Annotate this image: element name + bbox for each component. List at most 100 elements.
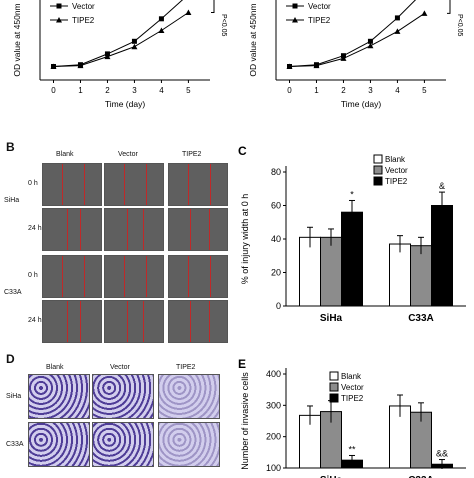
cell-line-label: C33A — [4, 289, 22, 296]
column-label: Vector — [110, 364, 130, 371]
panel-letter: E — [238, 357, 246, 371]
bar-blank — [299, 236, 321, 307]
data-point-triangle — [421, 10, 428, 16]
scratch-wound-image — [42, 255, 102, 298]
wound-bar-chart: C 0 20 40 60 80 % of injury width at 0 h * SiHa &… — [238, 144, 466, 324]
scratch-wound-image — [104, 300, 164, 343]
panel-letter: C — [238, 144, 247, 158]
legend-label: Vector — [308, 2, 331, 11]
growth-curve-panel: 0 1 2 3 4 5 Time (day) OD value at 450nm Vector T… — [12, 0, 463, 109]
wound-edge-line — [124, 164, 125, 205]
wound-edge-line — [62, 256, 63, 297]
scratch-wound-image — [42, 300, 102, 343]
x-tick-label: 1 — [314, 86, 319, 95]
x-tick-label: 4 — [159, 86, 164, 95]
wound-edge-line — [208, 209, 210, 250]
column-label: Blank — [56, 151, 74, 158]
data-point-triangle — [185, 9, 192, 15]
significance-marker: * — [350, 189, 354, 199]
x-tick-label: 4 — [395, 86, 400, 95]
data-point-triangle — [313, 62, 320, 69]
wound-edge-line — [79, 209, 81, 250]
y-axis-label: % of injury width at 0 h — [240, 194, 250, 285]
legend-label: TIPE2 — [72, 16, 95, 25]
significance-marker: ** — [348, 444, 356, 454]
series-line-tipe2 — [53, 12, 189, 67]
data-point-square — [367, 38, 373, 44]
significance-marker: && — [436, 449, 448, 459]
panel-d-letter: D — [6, 352, 15, 366]
invasion-stain-image — [92, 374, 154, 419]
significance-label: P<0.05 — [220, 14, 227, 36]
bar-tipe2 — [431, 205, 453, 307]
y-tick-label: 20 — [271, 268, 281, 278]
legend-swatch — [329, 371, 339, 381]
x-axis-label: Time (day) — [341, 99, 381, 109]
legend-label: Blank — [341, 372, 362, 381]
wound-edge-line — [146, 164, 147, 205]
cell-line-label: SiHa — [6, 393, 22, 400]
data-point-triangle — [77, 62, 84, 69]
wound-edge-line — [143, 301, 144, 342]
scratch-wound-image — [104, 208, 164, 251]
invasion-stain-image — [92, 422, 154, 467]
legend-marker — [56, 3, 62, 9]
y-tick-label: 80 — [271, 167, 281, 177]
y-tick-label: 0 — [276, 301, 281, 311]
scratch-wound-image — [42, 163, 102, 206]
legend-marker — [292, 3, 298, 9]
scratch-wound-image — [168, 208, 228, 251]
x-tick-label: 3 — [368, 86, 373, 95]
scratch-wound-image — [168, 163, 228, 206]
legend-marker — [56, 17, 62, 23]
series-line-vector — [53, 0, 184, 67]
wound-edge-line — [189, 209, 191, 250]
invasion-stain-image — [28, 374, 90, 419]
scratch-wound-image — [168, 255, 228, 298]
bar-vector — [410, 245, 432, 307]
significance-bracket — [447, 0, 451, 14]
x-tick-label: 0 — [287, 86, 292, 95]
invasion-stain-image — [28, 422, 90, 467]
legend-label: Vector — [72, 2, 95, 11]
legend-swatch — [373, 165, 383, 175]
category-label: C33A — [408, 313, 434, 324]
scratch-wound-image — [104, 255, 164, 298]
scratch-wound-image — [168, 300, 228, 343]
series-line-vector — [289, 0, 417, 67]
wound-edge-line — [79, 301, 81, 342]
legend-swatch — [373, 176, 383, 186]
legend-label: TIPE2 — [341, 394, 364, 403]
legend-swatch — [329, 382, 339, 392]
time-label: 0 h — [28, 180, 38, 187]
time-label: 24 h — [28, 317, 42, 324]
data-point-triangle — [367, 42, 374, 49]
wound-edge-line — [146, 256, 147, 297]
wound-edge-line — [124, 256, 125, 297]
wound-edge-line — [210, 256, 211, 297]
data-point-triangle — [394, 28, 401, 34]
x-tick-label: 1 — [78, 86, 83, 95]
y-axis-label: OD value at 450nm — [12, 3, 22, 76]
data-point-triangle — [131, 43, 138, 50]
x-axis-label: Time (day) — [105, 99, 145, 109]
wound-edge-line — [208, 301, 210, 342]
x-tick-label: 5 — [186, 86, 191, 95]
data-point-triangle — [286, 63, 293, 69]
legend-label: Vector — [385, 166, 408, 175]
growth-curve-chart-1: 0 1 2 3 4 5 Time (day) OD value at 450nm Vector T… — [12, 0, 227, 109]
data-point-triangle — [340, 55, 347, 61]
y-tick-label: 300 — [266, 400, 281, 410]
legend-label: Blank — [385, 155, 406, 164]
wound-edge-line — [62, 164, 63, 205]
data-point-triangle — [50, 63, 57, 69]
bar-blank — [389, 243, 411, 307]
wound-edge-line — [66, 209, 68, 250]
wound-edge-line — [188, 256, 189, 297]
legend-swatch — [329, 393, 339, 403]
wound-edge-line — [210, 164, 211, 205]
y-axis-label: OD value at 450nm — [248, 3, 258, 76]
wound-edge-line — [84, 164, 85, 205]
scratch-wound-image — [104, 163, 164, 206]
